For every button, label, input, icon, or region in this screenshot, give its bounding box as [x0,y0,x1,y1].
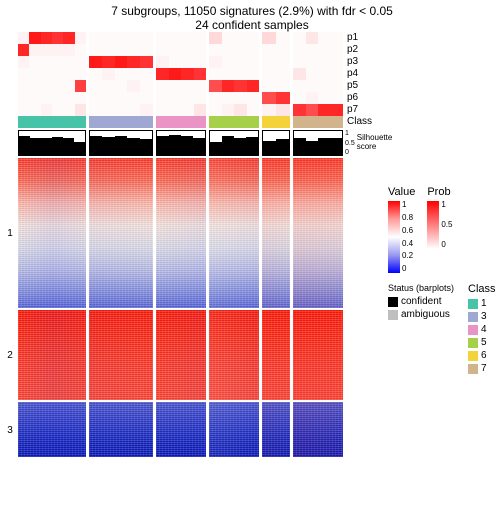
prob-row-label: p4 [347,68,358,80]
class-bar: Class [18,116,496,128]
heatmap-block-label: 1 [4,228,16,239]
legend-prob-title: Prob [427,186,452,199]
legend-class-item: 7 [481,363,487,375]
silhouette-label: Silhouette score [357,134,393,152]
prob-row: p7 [18,104,496,116]
legend-status-item: confident [401,296,442,308]
heatmap-block-label: 3 [4,425,16,436]
legend-class-item: 1 [481,298,487,310]
class-bar-label: Class [347,116,372,128]
legend-class-item: 3 [481,311,487,323]
legend-class-item: 4 [481,324,487,336]
prob-row: p4 [18,68,496,80]
prob-row-label: p1 [347,32,358,44]
legend-value-title: Value [388,186,415,199]
prob-row-label: p2 [347,44,358,56]
prob-row: p2 [18,44,496,56]
prob-row-label: p6 [347,92,358,104]
legend-status-title: Status (barplots) [388,283,458,294]
legend-class-item: 5 [481,337,487,349]
prob-row: p1 [18,32,496,44]
prob-row-label: p3 [347,56,358,68]
legend-panel: Value10.80.60.40.20Prob10.50Status (barp… [388,186,504,376]
heatmap-block-label: 2 [4,350,16,361]
prob-row: p3 [18,56,496,68]
title-line-2: 24 confident samples [0,18,504,32]
prob-row: p5 [18,80,496,92]
prob-row: p6 [18,92,496,104]
legend-status-item: ambiguous [401,309,450,321]
legend-class-title: Class [468,283,496,296]
legend-class-item: 6 [481,350,487,362]
prob-row-label: p5 [347,80,358,92]
prob-row-label: p7 [347,104,358,116]
title-line-1: 7 subgroups, 11050 signatures (2.9%) wit… [0,4,504,18]
silhouette-bar: 10.50Silhouette score [18,130,496,156]
